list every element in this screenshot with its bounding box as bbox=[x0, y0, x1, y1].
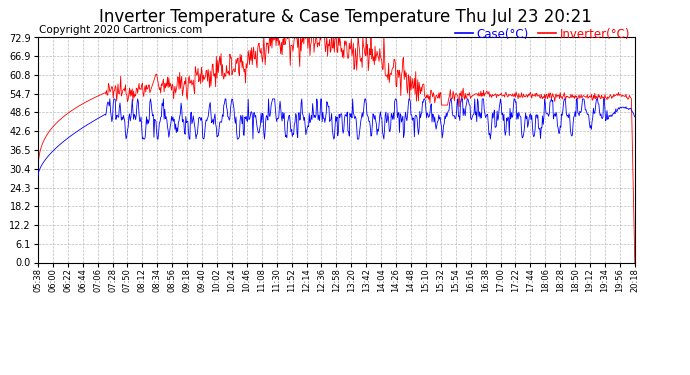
Text: Copyright 2020 Cartronics.com: Copyright 2020 Cartronics.com bbox=[39, 25, 201, 35]
Legend: Case(°C), Inverter(°C): Case(°C), Inverter(°C) bbox=[451, 23, 635, 45]
Text: Inverter Temperature & Case Temperature Thu Jul 23 20:21: Inverter Temperature & Case Temperature … bbox=[99, 8, 591, 26]
